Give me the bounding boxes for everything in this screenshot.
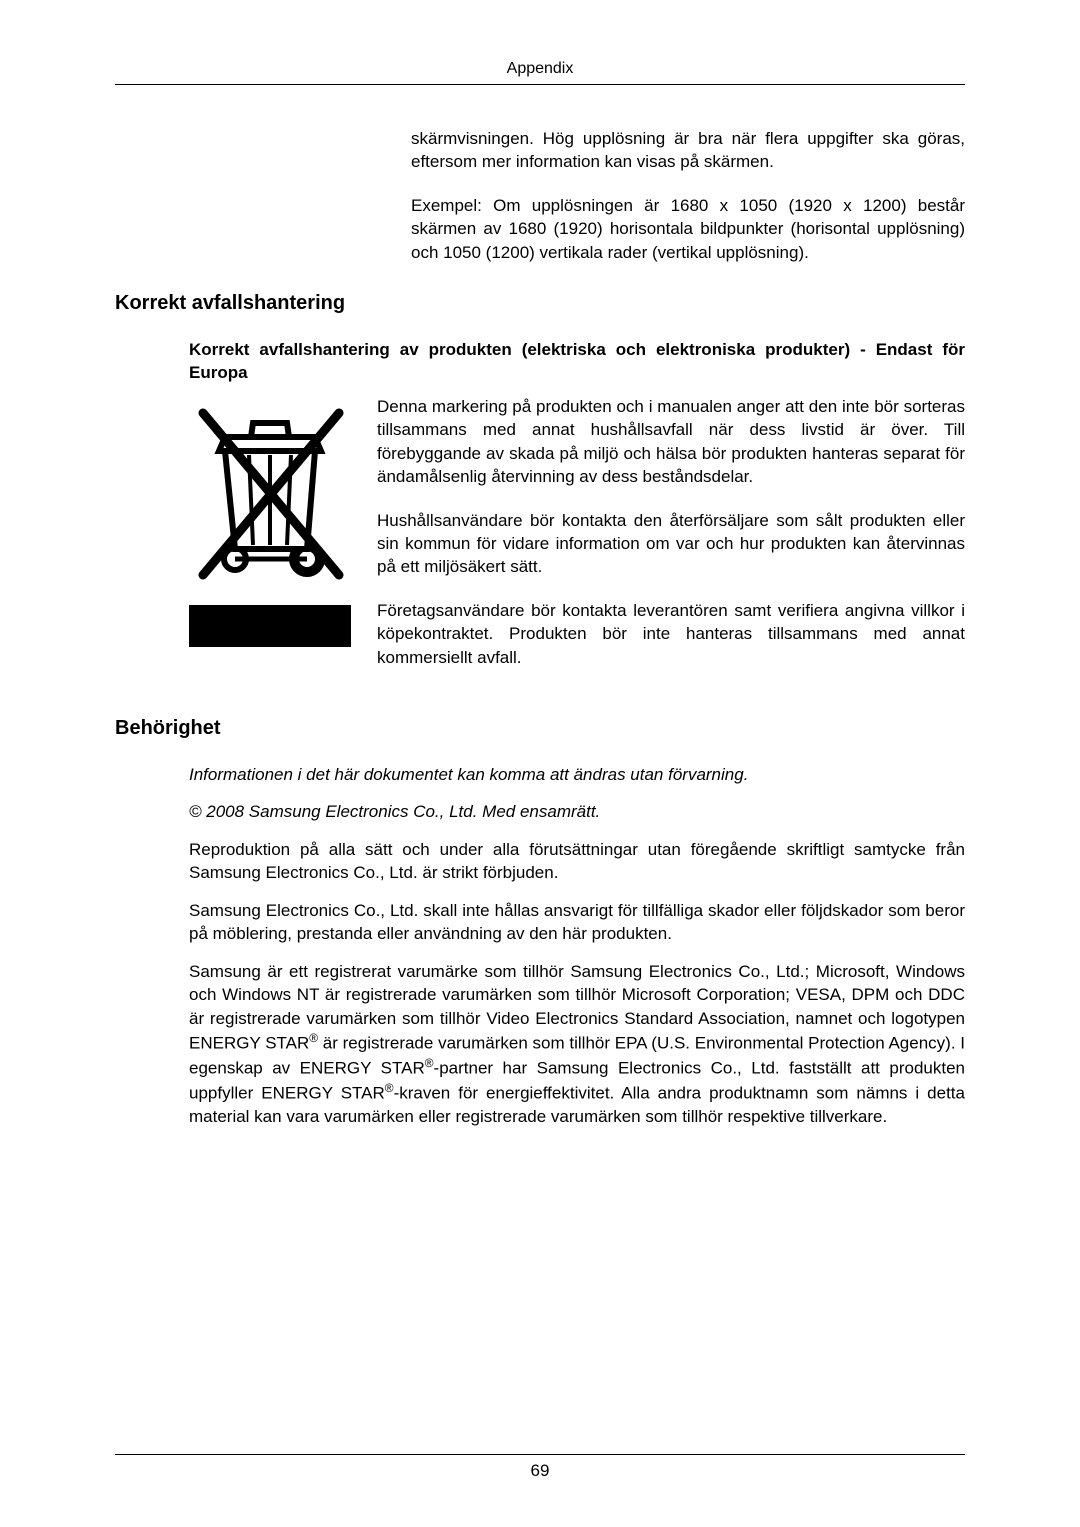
page-footer: 69 xyxy=(115,1454,965,1481)
reg-mark-3: ® xyxy=(385,1081,394,1095)
section-heading-authority: Behörighet xyxy=(115,715,965,743)
weee-bar-icon xyxy=(189,605,351,647)
document-body: skärmvisningen. Hög upplösning är bra nä… xyxy=(115,127,965,1129)
weee-bin-icon xyxy=(189,399,351,597)
disposal-section-body: Korrekt avfallshantering av produkten (e… xyxy=(189,338,965,689)
authority-p4: Samsung Electronics Co., Ltd. skall inte… xyxy=(189,899,965,946)
section-heading-disposal: Korrekt avfallshantering xyxy=(115,290,965,318)
authority-p3: Reproduktion på alla sätt och under alla… xyxy=(189,838,965,885)
authority-section-body: Informationen i det här dokumentet kan k… xyxy=(189,763,965,1129)
intro-paragraph-1: skärmvisningen. Hög upplösning är bra nä… xyxy=(411,127,965,174)
page-number: 69 xyxy=(531,1461,550,1480)
header-title: Appendix xyxy=(507,60,574,77)
reg-mark-1: ® xyxy=(309,1031,318,1045)
weee-row: Denna markering på produkten och i manua… xyxy=(189,395,965,690)
intro-p2-text: Exempel: Om upplösningen är 1680 x 1050 … xyxy=(411,196,965,262)
intro-paragraph-2: Exempel: Om upplösningen är 1680 x 1050 … xyxy=(411,194,965,264)
disposal-p2: Hushållsanvändare bör kontakta den återf… xyxy=(377,509,965,579)
authority-p2: © 2008 Samsung Electronics Co., Ltd. Med… xyxy=(189,800,965,823)
authority-p1: Informationen i det här dokumentet kan k… xyxy=(189,763,965,786)
disposal-subheading: Korrekt avfallshantering av produkten (e… xyxy=(189,338,965,385)
intro-p1-text: skärmvisningen. Hög upplösning är bra nä… xyxy=(411,129,965,171)
disposal-p3: Företagsanvändare bör kontakta leverantö… xyxy=(377,599,965,669)
page-header: Appendix xyxy=(115,60,965,85)
authority-p5: Samsung är ett registrerat varumärke som… xyxy=(189,960,965,1129)
disposal-p1: Denna markering på produkten och i manua… xyxy=(377,395,965,489)
weee-text-column: Denna markering på produkten och i manua… xyxy=(377,395,965,690)
weee-icon-column xyxy=(189,395,359,690)
reg-mark-2: ® xyxy=(425,1056,434,1070)
